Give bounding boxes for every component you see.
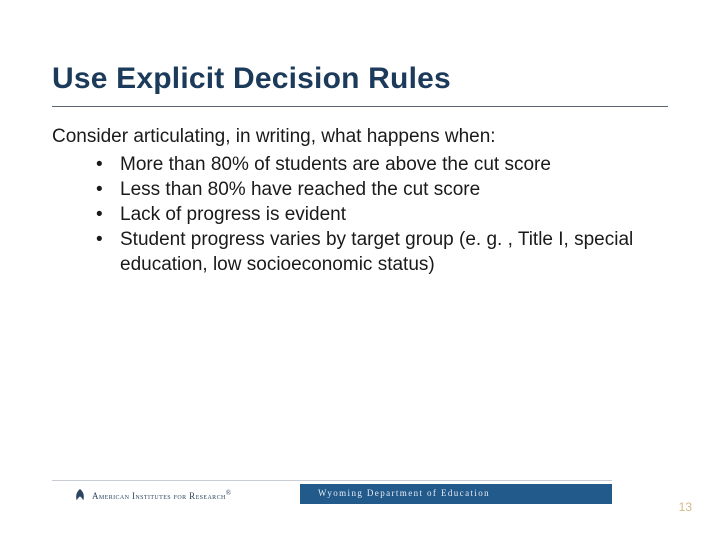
registered-mark: ® [226, 489, 232, 497]
footer-center-org: Wyoming Department of Education [318, 488, 490, 498]
footer-left-org-name: American Institutes for Research [92, 491, 226, 501]
list-item: Less than 80% have reached the cut score [96, 177, 668, 202]
title-underline [52, 106, 668, 107]
slide-footer: American Institutes for Research® Wyomin… [0, 480, 720, 514]
list-item: Lack of progress is evident [96, 202, 668, 227]
footer-left-org: American Institutes for Research® [72, 487, 231, 503]
slide-title: Use Explicit Decision Rules [52, 62, 668, 106]
list-item: Student progress varies by target group … [96, 227, 668, 277]
page-number: 13 [679, 500, 692, 514]
footer-left-text: American Institutes for Research® [92, 489, 231, 501]
air-logo-icon [72, 487, 88, 503]
bullet-list: More than 80% of students are above the … [52, 152, 668, 277]
footer-rule [52, 480, 612, 481]
slide: Use Explicit Decision Rules Consider art… [0, 0, 720, 540]
list-item: More than 80% of students are above the … [96, 152, 668, 177]
intro-text: Consider articulating, in writing, what … [52, 125, 668, 150]
